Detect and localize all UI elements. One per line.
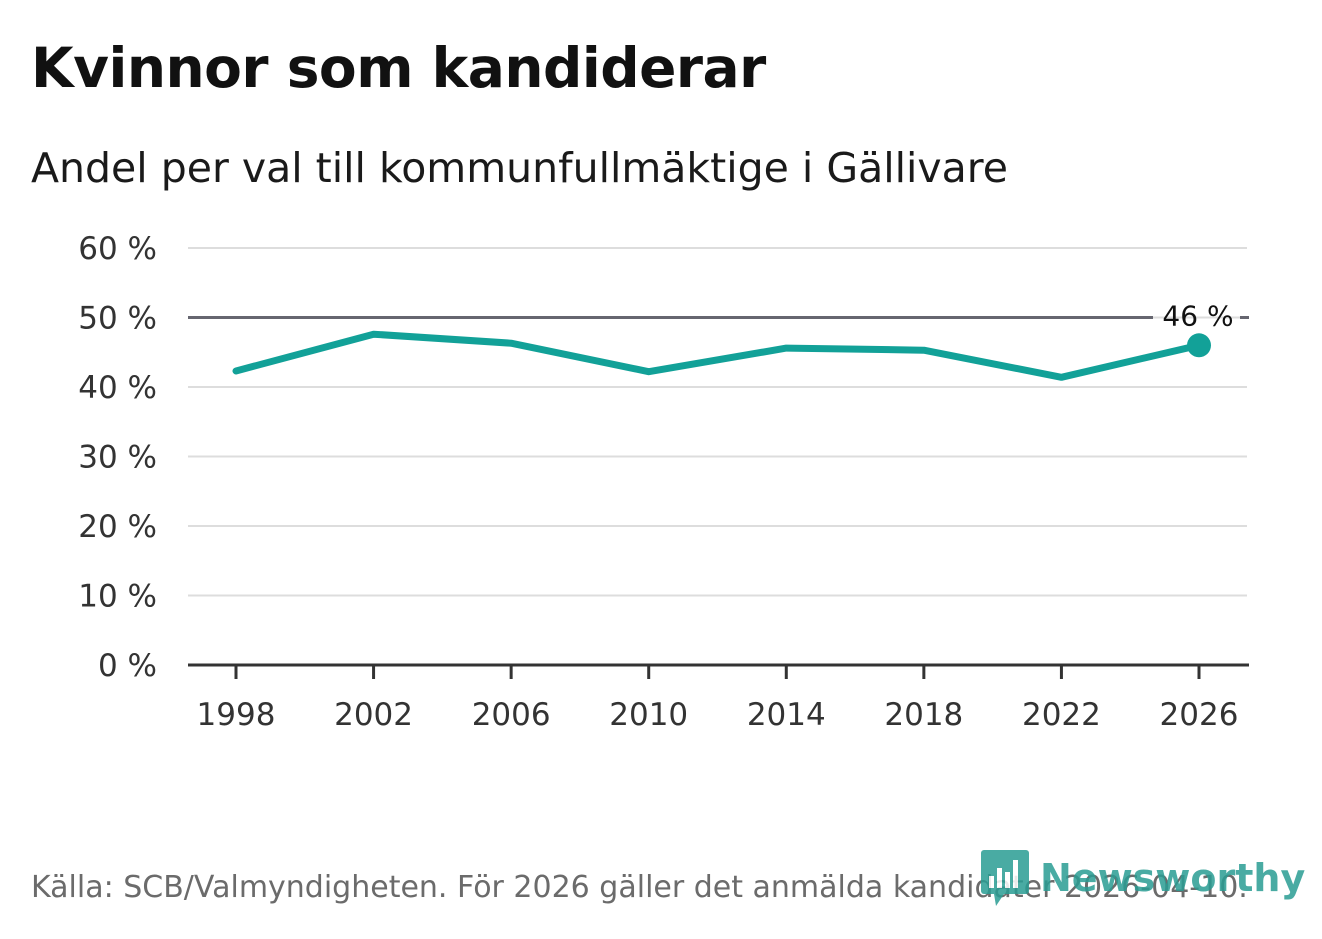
x-axis: 1998 2002 2006 2010 2014 2018 2022 2026 [188, 663, 1249, 733]
y-tick-label: 10 % [78, 579, 157, 615]
x-tick-label: 1998 [197, 697, 276, 733]
x-tick-label: 2014 [747, 697, 826, 733]
y-tick-label: 30 % [78, 440, 157, 476]
source-note: Källa: SCB/Valmyndigheten. För 2026 gäll… [31, 870, 1248, 905]
logo-text: Newsworthy [1040, 856, 1306, 900]
y-tick-label: 50 % [78, 301, 157, 337]
y-axis-labels: 0 % 10 % 20 % 30 % 40 % 50 % 60 % [78, 231, 157, 684]
x-tick-label: 2022 [1022, 697, 1101, 733]
annotations: 46 % [1162, 299, 1233, 332]
last-data-point [1187, 333, 1211, 358]
brand-logo: Newsworthy [980, 848, 1305, 908]
x-tick-label: 2002 [334, 697, 413, 733]
series-line [232, 330, 1203, 381]
last-value-label: 46 % [1162, 299, 1233, 332]
series [232, 330, 1211, 381]
y-tick-label: 40 % [78, 370, 157, 406]
x-tick-label: 2010 [609, 697, 688, 733]
gridlines [188, 247, 1249, 597]
newsworthy-logo-icon [981, 850, 1029, 906]
y-tick-label: 0 % [98, 648, 157, 684]
x-tick-label: 2018 [884, 697, 963, 733]
chart-title: Kvinnor som kandiderar [31, 36, 766, 100]
x-tick-label: 2006 [472, 697, 551, 733]
y-tick-label: 60 % [78, 231, 157, 267]
x-tick-label: 2026 [1160, 697, 1239, 733]
y-tick-label: 20 % [78, 509, 157, 545]
chart-subtitle: Andel per val till kommunfullmäktige i G… [31, 144, 1008, 192]
